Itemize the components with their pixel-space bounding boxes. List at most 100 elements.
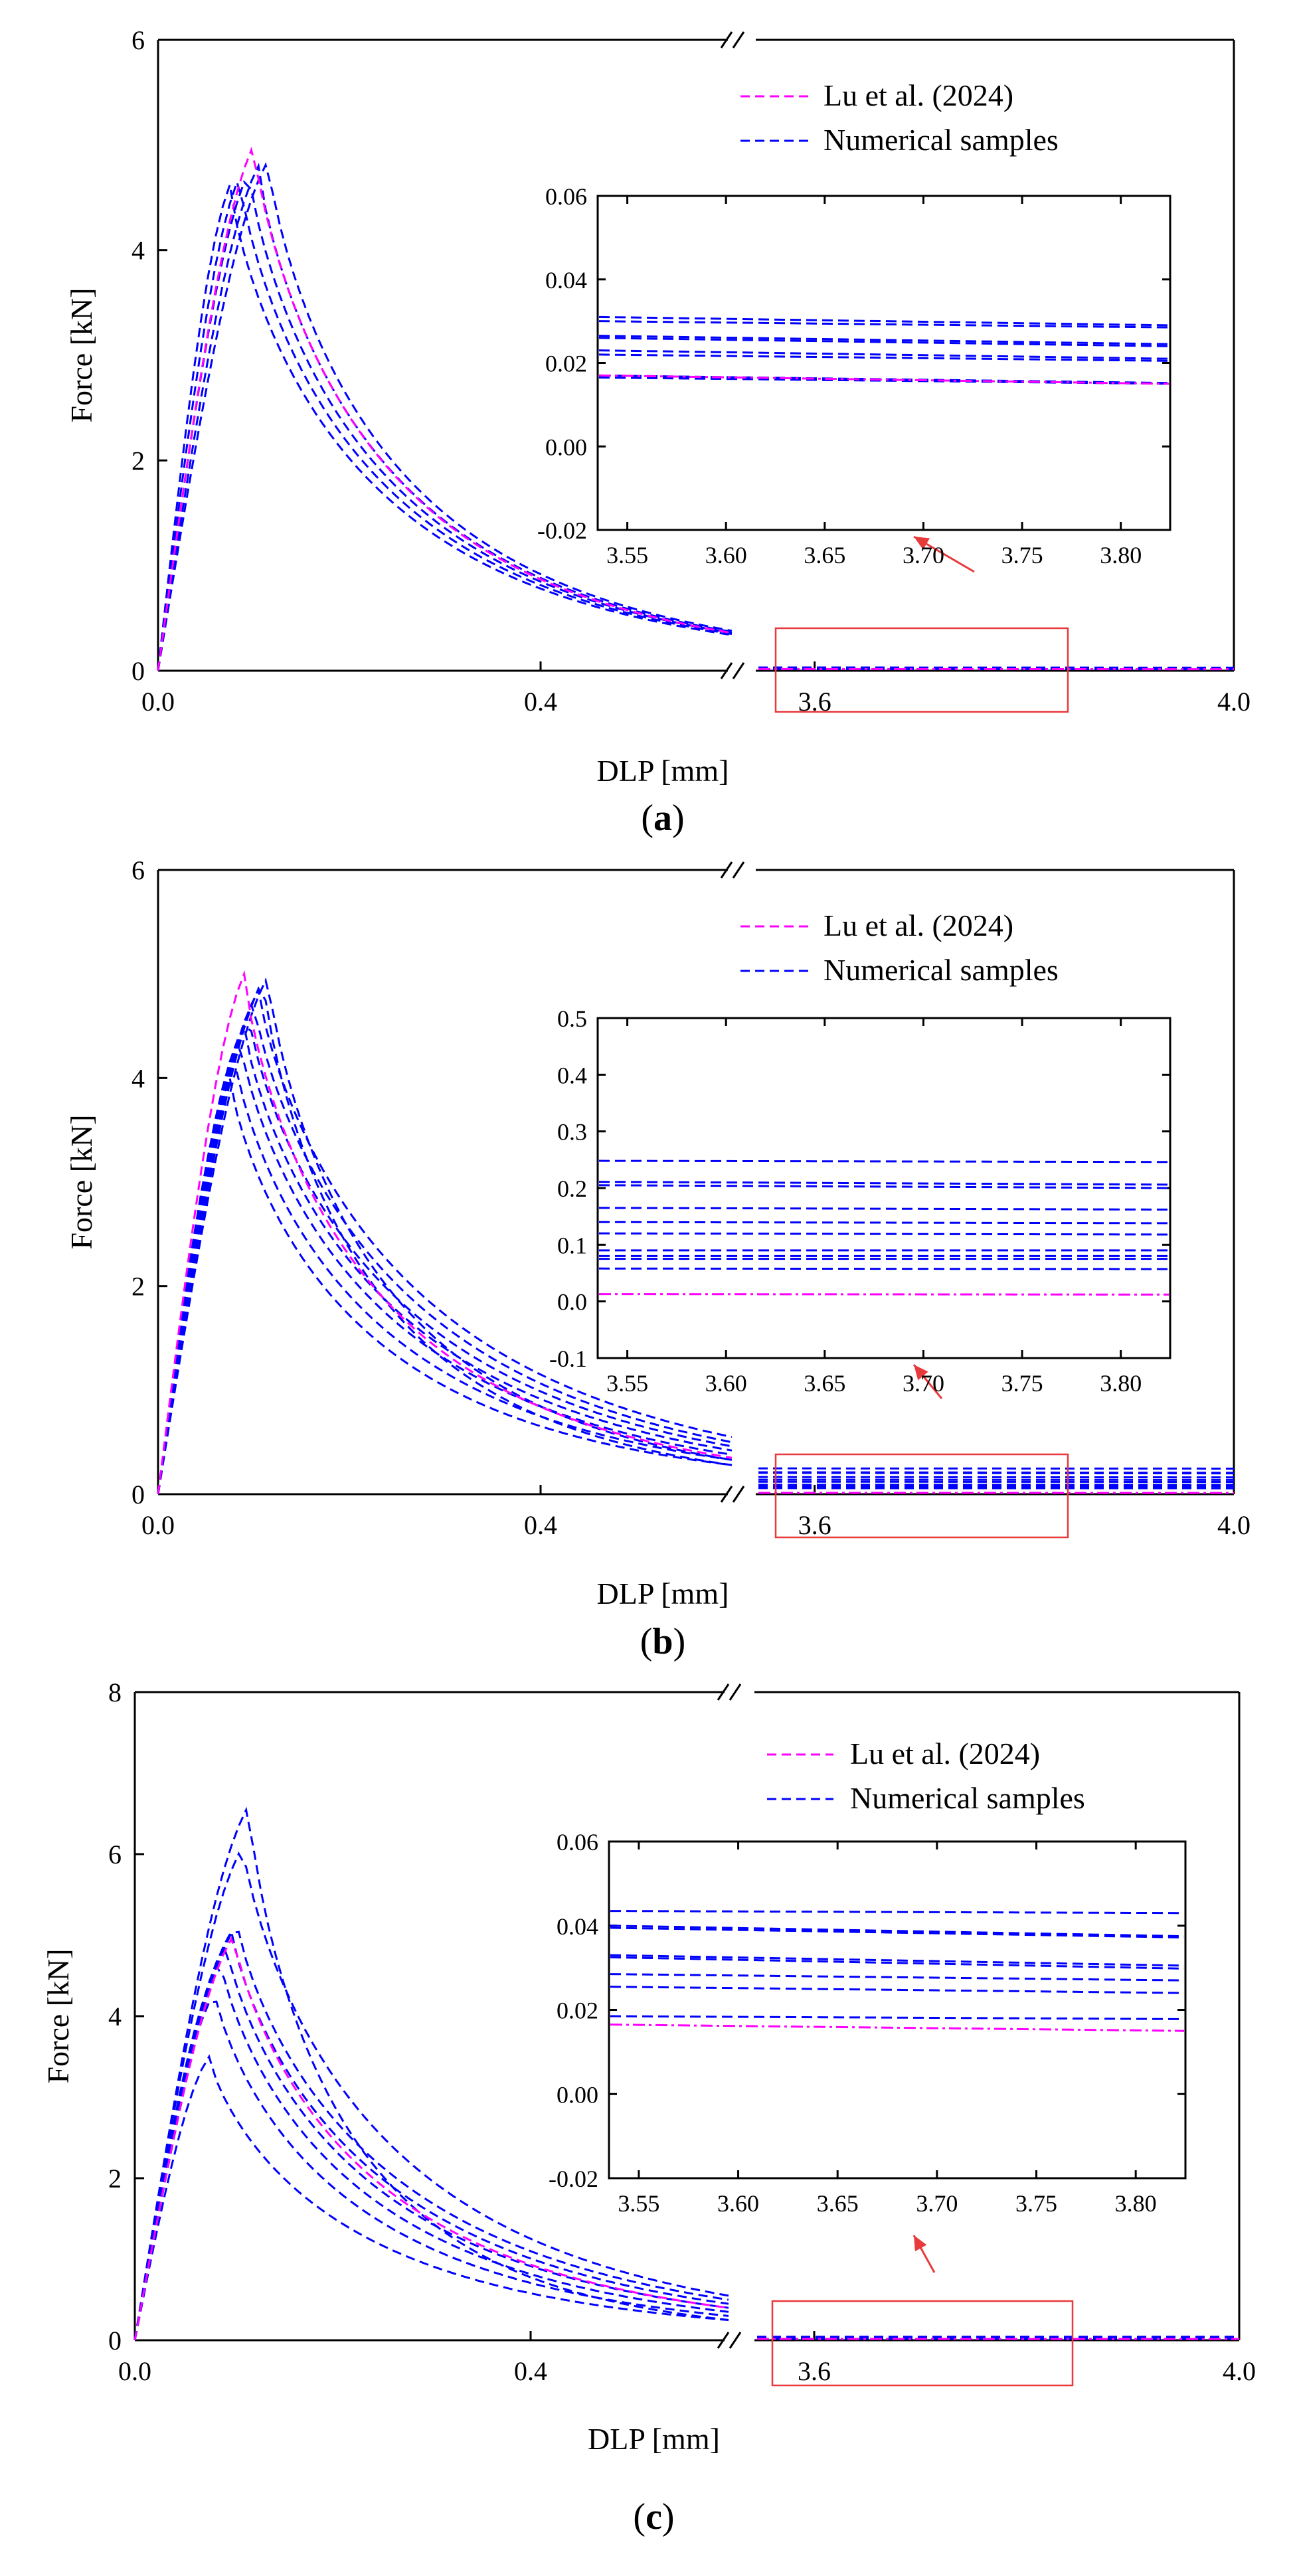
inset-y-tick-label: 0.00: [545, 434, 587, 460]
inset-frame: [596, 195, 1171, 531]
inset-x-tick-label: 3.80: [1115, 2190, 1157, 2217]
inset-sample-line: [610, 1925, 1185, 1938]
inset-y-tick-label: 0.1: [557, 1232, 587, 1258]
y-axis-label: Force [kN]: [64, 1114, 98, 1249]
panel-label: (b): [640, 1621, 685, 1662]
inset-sample-line: [610, 1973, 1185, 1982]
x-axis-label: DLP [mm]: [597, 1577, 729, 1610]
x-tick-label: 0.0: [141, 1510, 175, 1540]
axis-break-mark: [720, 31, 733, 48]
inset-x-tick-label: 3.80: [1100, 1370, 1142, 1397]
inset-x-tick-label: 3.55: [606, 1370, 648, 1397]
y-tick-label: 0: [108, 2326, 122, 2356]
sample-curve: [157, 179, 733, 671]
y-tick-label: 4: [131, 236, 145, 266]
x-tick-label: 4.0: [1217, 687, 1251, 717]
axis-break-mark: [732, 31, 745, 48]
inset-frame: [608, 1840, 1187, 2180]
y-tick-label: 2: [131, 446, 145, 475]
reference-curve: [157, 970, 733, 1495]
axis-break-mark: [732, 1486, 745, 1503]
sample-curve: [133, 2054, 729, 2341]
sample-curve: [157, 977, 733, 1495]
inset-y-tick-label: 0.4: [557, 1062, 587, 1088]
inset-sample-line: [610, 1927, 1185, 1938]
inset-x-tick-label: 3.65: [817, 2190, 859, 2217]
inset-y-tick-label: -0.02: [537, 517, 587, 544]
inset-y-tick-label: 0.3: [557, 1119, 587, 1146]
sample-curve: [157, 1038, 733, 1495]
zoom-region-box: [774, 627, 1069, 713]
sample-curve: [133, 1931, 729, 2341]
inset-x-tick-label: 3.65: [804, 1370, 845, 1397]
inset-x-tick-label: 3.70: [916, 2190, 958, 2217]
axis-break-mark: [717, 2332, 730, 2349]
x-tick-label: 3.6: [798, 2356, 831, 2386]
legend-label: Lu et al. (2024): [850, 1737, 1040, 1770]
legend-label: Numerical samples: [823, 123, 1059, 157]
inset-x-tick-label: 3.55: [618, 2190, 659, 2217]
y-tick-label: 2: [108, 2164, 122, 2193]
inset-y-tick-label: 0.02: [557, 1998, 598, 2024]
x-axis-label: DLP [mm]: [588, 2422, 720, 2456]
y-tick-label: 4: [131, 1063, 145, 1093]
legend: Lu et al. (2024) Numerical samples: [767, 1737, 1085, 1815]
sample-curve: [133, 1929, 729, 2341]
x-tick-label: 0.0: [141, 687, 175, 717]
sample-curve: [133, 2000, 729, 2341]
panel-letter: a: [653, 798, 672, 839]
inset-y-tick-label: 0.0: [557, 1289, 587, 1316]
y-tick-label: 0: [131, 656, 145, 686]
axis-break-mark: [720, 861, 733, 879]
sample-curve: [157, 1001, 733, 1495]
y-tick-label: 6: [131, 25, 145, 55]
zoom-arrow-head: [914, 537, 930, 550]
sample-curve: [157, 185, 733, 671]
sample-curve: [157, 986, 733, 1495]
sample-curve: [157, 1067, 733, 1495]
y-tick-label: 6: [131, 855, 145, 885]
chart-panel-c: 0 2 4 6 8 0.0 0.4 3.6 4.0 DLP [mm] Force [kN] (c) Lu…: [41, 1677, 1256, 2537]
inset-x-tick-label: 3.75: [1015, 2190, 1057, 2217]
x-tick-label: 4.0: [1217, 1510, 1251, 1540]
inset-reference-line: [598, 1293, 1169, 1296]
sample-curve: [157, 1022, 733, 1495]
x-axis-label: DLP [mm]: [597, 754, 729, 788]
inset-y-tick-label: -0.1: [549, 1345, 587, 1372]
sample-residual-line: [758, 1472, 1235, 1475]
x-tick-label: 0.0: [118, 2356, 151, 2386]
inset-x-tick-label: 3.60: [705, 542, 747, 568]
legend: Lu et al. (2024) Numerical samples: [740, 908, 1059, 987]
legend: Lu et al. (2024) Numerical samples: [740, 78, 1059, 157]
y-tick-label: 4: [108, 2002, 122, 2031]
inset-x-tick-label: 3.75: [1001, 1370, 1043, 1397]
zoom-arrow-head: [914, 1365, 928, 1381]
legend-label: Numerical samples: [823, 953, 1059, 987]
chart-panel-b: 0 2 4 6 0.0 0.4 3.6 4.0 DLP [mm] Force [kN] (b) Lu …: [64, 855, 1251, 1662]
zoom-region-box: [774, 1453, 1069, 1539]
y-tick-label: 2: [131, 1272, 145, 1302]
inset-reference-line: [610, 2023, 1185, 2032]
inset-y-tick-label: 0.04: [557, 1913, 598, 1940]
sample-curve: [157, 1024, 733, 1495]
inset-y-tick-label: 0.02: [545, 351, 587, 377]
inset-y-tick-label: -0.02: [549, 2166, 598, 2192]
axis-break-mark: [717, 1683, 730, 1701]
y-tick-label: 8: [108, 1677, 122, 1707]
x-tick-label: 0.4: [524, 687, 557, 717]
inset-x-tick-label: 3.70: [903, 542, 944, 568]
inset-x-tick-label: 3.80: [1100, 542, 1142, 568]
axis-break-mark: [729, 2332, 742, 2349]
inset-chart: -0.1 0.0 0.1 0.2 0.3 0.4 0.5 3.55 3.60 3.65 3.70 3.…: [549, 1005, 1171, 1397]
panel-label: (c): [633, 2496, 674, 2537]
inset-sample-line: [610, 1956, 1185, 1970]
inset-sample-line: [610, 1986, 1185, 1994]
sample-curve: [157, 1074, 733, 1495]
x-tick-label: 4.0: [1223, 2356, 1256, 2386]
axis-break-mark: [720, 662, 733, 679]
legend-label: Lu et al. (2024): [823, 78, 1013, 112]
inset-y-tick-label: 0.06: [557, 1829, 598, 1855]
reference-curve: [157, 146, 733, 671]
